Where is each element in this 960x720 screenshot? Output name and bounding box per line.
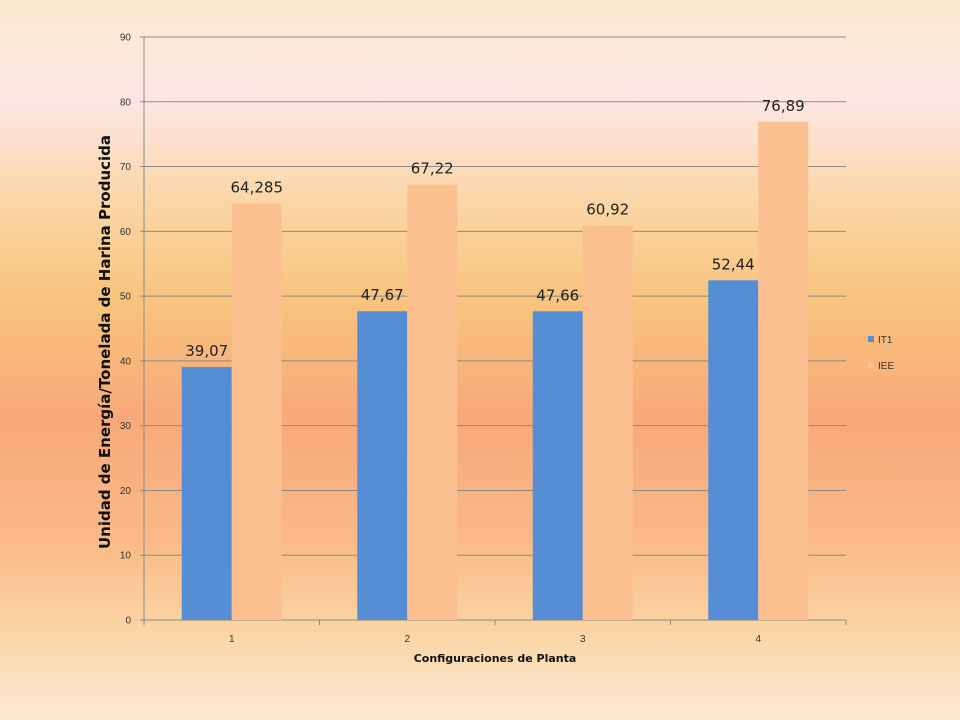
y-tick-label: 80 <box>120 97 132 108</box>
bar-it1-3 <box>532 311 583 620</box>
data-label-iee-2: 67,22 <box>411 160 454 178</box>
bars <box>181 121 809 620</box>
y-tick-label: 50 <box>120 292 132 303</box>
x-tick-label: 3 <box>580 634 586 645</box>
legend-swatch-iee <box>868 362 874 368</box>
y-tick-label: 60 <box>120 227 132 238</box>
y-axis-title: Unidad de Energía/Tonelada de Harina Pro… <box>96 135 114 549</box>
data-label-it1-3: 47,66 <box>536 286 579 304</box>
bar-iee-2 <box>407 184 458 620</box>
y-tick-label: 30 <box>120 421 132 432</box>
legend-label-it1: IT1 <box>878 335 893 346</box>
data-label-iee-1: 64,285 <box>231 179 284 197</box>
data-labels: 39,07 47,67 47,66 52,44 64,285 67,22 60,92 76,8… <box>185 97 804 360</box>
bar-iee-3 <box>582 225 633 620</box>
data-label-iee-3: 60,92 <box>586 200 629 218</box>
x-axis-title: Configuraciones de Planta <box>414 652 577 665</box>
legend-label-iee: IEE <box>878 361 894 372</box>
x-tick-label: 4 <box>755 634 761 645</box>
y-tick-label: 0 <box>125 616 131 627</box>
x-tick-label: 1 <box>229 634 235 645</box>
data-label-iee-4: 76,89 <box>762 97 805 115</box>
bar-it1-1 <box>181 366 232 620</box>
data-label-it1-1: 39,07 <box>185 342 228 360</box>
bar-iee-1 <box>231 203 282 620</box>
bar-iee-4 <box>758 121 809 620</box>
legend: IT1 IEE <box>868 335 894 372</box>
y-tick-label: 90 <box>120 33 132 44</box>
bar-it1-4 <box>708 280 759 620</box>
y-tick-label: 40 <box>120 356 132 367</box>
legend-swatch-it1 <box>868 336 874 342</box>
bar-it1-2 <box>357 311 408 620</box>
data-label-it1-4: 52,44 <box>712 255 755 273</box>
data-label-it1-2: 47,67 <box>361 286 404 304</box>
y-tick-label: 20 <box>120 486 132 497</box>
y-tick-label: 10 <box>120 551 132 562</box>
x-tick-label: 2 <box>404 634 410 645</box>
y-tick-label: 70 <box>120 162 132 173</box>
